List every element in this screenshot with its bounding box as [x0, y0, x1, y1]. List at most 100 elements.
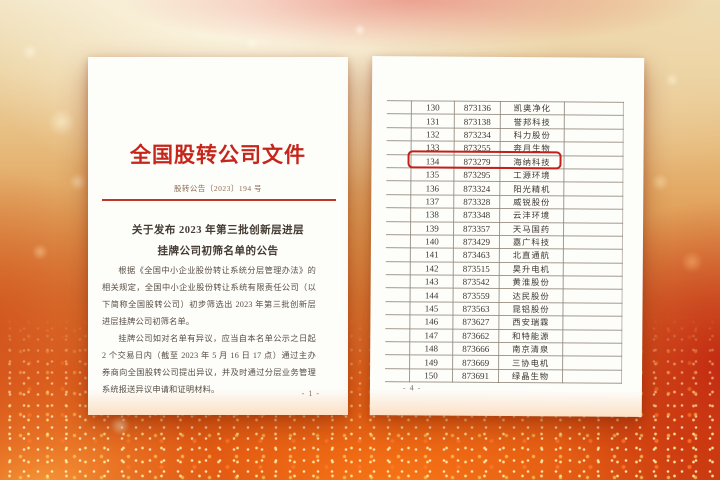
- cell-serial: 132: [411, 127, 455, 142]
- cell-right-stub: [563, 249, 623, 263]
- cell-serial: 141: [410, 248, 454, 262]
- cell-code: 873324: [453, 181, 500, 196]
- cell-code: 873357: [453, 221, 500, 236]
- cell-left-stub: [386, 154, 412, 168]
- cell-name: 北直通航: [499, 248, 564, 263]
- cell-left-stub: [385, 314, 410, 329]
- cell-name: 天马国药: [499, 221, 564, 236]
- cell-code: 873279: [453, 154, 501, 169]
- cell-right-stub: [563, 262, 623, 277]
- cell-right-stub: [563, 289, 623, 304]
- cell-left-stub: [385, 274, 411, 289]
- cell-name: 南京清泉: [498, 342, 563, 357]
- cell-serial: 133: [411, 141, 455, 155]
- cell-right-stub: [562, 329, 622, 344]
- page-number-1: - 1 -: [301, 389, 320, 398]
- cell-left-stub: [385, 247, 411, 262]
- cell-name: 昊升电机: [499, 262, 564, 276]
- cell-serial: 142: [410, 261, 454, 276]
- cell-serial: 145: [409, 301, 454, 316]
- cell-right-stub: [564, 115, 624, 130]
- paragraph-2: 挂牌公司如对名单有异议，应当自本名单公示之日起 2 个交易日内（截至 2023 …: [102, 334, 316, 394]
- cell-right-stub: [563, 209, 623, 223]
- cell-code: 873563: [452, 301, 500, 316]
- cell-serial: 146: [409, 315, 453, 329]
- cell-left-stub: [385, 261, 411, 275]
- cell-code: 873328: [453, 194, 500, 209]
- cell-left-stub: [386, 114, 412, 128]
- cell-name: 绿晶生物: [498, 369, 563, 384]
- cell-serial: 144: [410, 288, 454, 302]
- red-divider-line: [102, 199, 336, 201]
- cell-name: 誉邦科技: [500, 114, 565, 129]
- cell-right-stub: [564, 101, 624, 116]
- cell-serial: 131: [411, 114, 455, 128]
- cell-serial: 139: [410, 221, 454, 236]
- company-table: 130 873136 凯奥净化 131 873138 誉邦科技 132 873234 科力股份 1…: [384, 100, 624, 384]
- cell-name: 云沣环境: [499, 208, 564, 223]
- cell-code: 873666: [452, 342, 499, 356]
- company-table-body: 130 873136 凯奥净化 131 873138 誉邦科技 132 873234 科力股份 1…: [384, 100, 624, 384]
- cell-serial: 149: [409, 355, 453, 369]
- cell-right-stub: [563, 235, 623, 250]
- cell-code: 873429: [453, 235, 500, 249]
- cell-serial: 135: [410, 167, 454, 182]
- cell-name: 工源环境: [499, 168, 564, 183]
- cell-left-stub: [386, 140, 412, 155]
- cell-right-stub: [562, 302, 623, 317]
- cell-left-stub: [386, 194, 411, 208]
- cell-left-stub: [386, 221, 411, 235]
- cell-code: 873234: [454, 127, 501, 142]
- cell-name: 三协电机: [498, 355, 563, 370]
- company-list-page: 130 873136 凯奥净化 131 873138 誉邦科技 132 873234 科力股份 1…: [369, 56, 645, 417]
- heading-line-1: 关于发布 2023 年第三批创新层进层: [131, 225, 305, 236]
- cell-serial: 143: [410, 274, 454, 289]
- cell-name: 奔月生物: [500, 141, 565, 156]
- document-number: 股转公告〔2023〕194 号: [173, 184, 263, 193]
- table-row: 150 873691 绿晶生物: [384, 368, 622, 384]
- cell-code: 873669: [452, 355, 499, 370]
- cell-right-stub: [562, 369, 622, 384]
- cell-code: 873542: [453, 275, 500, 289]
- cell-code: 873348: [453, 208, 500, 222]
- cell-left-stub: [386, 181, 411, 195]
- heading-line-2: 挂牌公司初筛名单的公告: [157, 246, 279, 257]
- cell-code: 873662: [452, 328, 499, 343]
- announcement-heading: 关于发布 2023 年第三批创新层进层 挂牌公司初筛名单的公告: [88, 220, 348, 262]
- cell-serial: 150: [409, 368, 453, 383]
- cell-name: 威锐股份: [499, 195, 564, 210]
- cell-code: 873136: [454, 101, 501, 115]
- announcement-cover-page: 全国股转公司文件 股转公告〔2023〕194 号 关于发布 2023 年第三批创…: [88, 57, 348, 415]
- cell-name: 黄淮股份: [499, 275, 564, 290]
- cell-right-stub: [563, 195, 623, 210]
- cell-name: 昆铝股份: [498, 302, 564, 317]
- cell-code: 873515: [453, 261, 500, 276]
- cell-name: 嘉广科技: [499, 235, 564, 250]
- cell-serial: 130: [411, 100, 455, 115]
- cell-right-stub: [563, 222, 623, 237]
- cell-serial: 148: [409, 341, 453, 356]
- cell-left-stub: [385, 355, 410, 369]
- cell-serial: 136: [410, 181, 454, 195]
- cell-left-stub: [385, 288, 411, 302]
- cell-code: 873463: [453, 248, 500, 263]
- cell-serial: 147: [409, 328, 453, 343]
- cell-code: 873691: [452, 368, 499, 383]
- cell-name: 凯奥净化: [500, 101, 565, 116]
- cell-name: 海纳科技: [499, 155, 565, 169]
- cell-serial: 138: [410, 207, 454, 222]
- announcement-body: 根据《全国中小企业股份转让系统分层管理办法》的相关规定，全国中小企业股份转让系统…: [102, 262, 316, 398]
- cell-name: 西安瑞霖: [498, 315, 563, 330]
- cell-left-stub: [384, 368, 410, 383]
- cell-right-stub: [563, 155, 624, 170]
- cell-code: 873627: [452, 315, 499, 330]
- cell-right-stub: [564, 128, 624, 143]
- cell-serial: 134: [410, 154, 455, 169]
- cell-name: 科力股份: [500, 128, 565, 143]
- cell-right-stub: [564, 142, 624, 156]
- cell-code: 873295: [453, 168, 500, 182]
- cell-right-stub: [562, 316, 622, 330]
- cell-right-stub: [562, 342, 622, 357]
- cell-right-stub: [563, 275, 623, 290]
